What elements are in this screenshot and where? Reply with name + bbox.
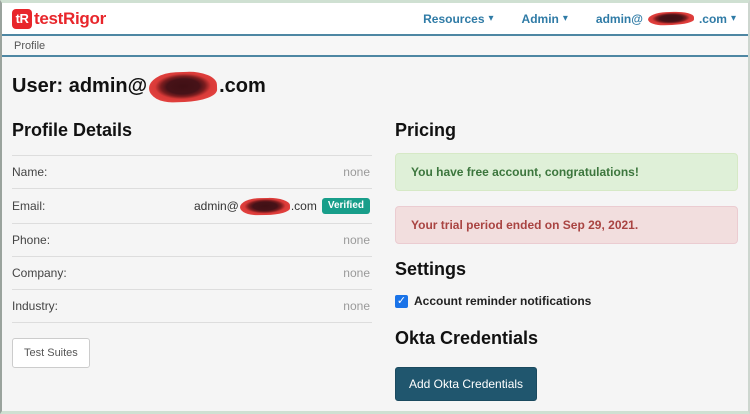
account-reminder-row[interactable]: ✓ Account reminder notifications — [395, 294, 738, 308]
caret-down-icon: ▾ — [488, 12, 494, 24]
table-row-name: Name: none — [12, 155, 372, 188]
caret-down-icon: ▾ — [730, 12, 736, 24]
user-heading-suffix: .com — [219, 75, 266, 97]
table-row-industry: Industry: none — [12, 289, 372, 323]
account-reminder-checkbox[interactable]: ✓ — [395, 294, 408, 308]
testrigor-logo-icon: tR — [12, 8, 32, 29]
add-okta-credentials-button[interactable]: Add Okta Credentials — [395, 367, 538, 401]
name-value: none — [343, 165, 370, 179]
breadcrumb: Profile — [2, 36, 748, 57]
nav-resources-label: Resources — [423, 11, 485, 26]
phone-label: Phone: — [12, 233, 51, 247]
redaction-scribble — [239, 197, 290, 216]
industry-label: Industry: — [12, 299, 59, 313]
top-navbar: tR testRigor Resources ▾ Admin ▾ admin@.… — [2, 3, 748, 36]
nav-admin-menu[interactable]: Admin ▾ — [522, 12, 568, 26]
trial-ended-alert: Your trial period ended on Sep 29, 2021. — [395, 206, 738, 244]
company-label: Company: — [12, 266, 67, 280]
table-row-company: Company: none — [12, 256, 372, 289]
right-column: Pricing You have free account, congratul… — [395, 120, 738, 401]
industry-value: none — [343, 299, 370, 313]
testrigor-logo[interactable]: tR testRigor — [12, 8, 106, 29]
caret-down-icon: ▾ — [562, 12, 568, 24]
page-title: User: admin@ .com — [12, 70, 738, 103]
redaction-scribble — [148, 70, 218, 103]
profile-details-table: Name: none Email: admin@ .com Verified — [12, 155, 372, 323]
user-email-suffix: .com — [698, 11, 727, 26]
name-label: Name: — [12, 165, 48, 179]
phone-value: none — [343, 233, 370, 247]
email-label: Email: — [12, 199, 46, 213]
okta-section: Okta Credentials Add Okta Credentials — [395, 328, 738, 401]
main-content: User: admin@ .com Profile Details Name: n… — [2, 57, 748, 411]
profile-details-section: Profile Details Name: none Email: admin@… — [12, 120, 372, 368]
free-account-alert: You have free account, congratulations! — [395, 153, 738, 191]
settings-section: Settings ✓ Account reminder notification… — [395, 259, 738, 308]
verified-badge: Verified — [321, 198, 370, 214]
redaction-scribble — [647, 11, 695, 26]
testrigor-logo-text: testRigor — [34, 8, 106, 28]
breadcrumb-profile[interactable]: Profile — [14, 39, 46, 52]
account-reminder-label: Account reminder notifications — [414, 294, 592, 308]
settings-title: Settings — [395, 259, 467, 279]
company-value: none — [343, 266, 370, 280]
email-value-prefix: admin@ — [193, 198, 239, 213]
nav-resources-menu[interactable]: Resources ▾ — [423, 12, 493, 26]
email-value-suffix: .com — [290, 198, 317, 213]
okta-credentials-title: Okta Credentials — [395, 328, 539, 348]
navbar-links: Resources ▾ Admin ▾ admin@ .com ▾ — [423, 11, 736, 26]
user-heading-prefix: User: admin@ — [12, 75, 148, 97]
pricing-title: Pricing — [395, 120, 457, 140]
nav-admin-label: Admin — [521, 11, 559, 26]
email-value: admin@ .com Verified — [193, 197, 370, 216]
table-row-phone: Phone: none — [12, 223, 372, 256]
profile-details-title: Profile Details — [12, 120, 133, 140]
nav-user-menu[interactable]: admin@ .com ▾ — [595, 11, 736, 26]
user-email-prefix: admin@ — [595, 11, 643, 26]
test-suites-button[interactable]: Test Suites — [12, 338, 90, 368]
table-row-email: Email: admin@ .com Verified — [12, 188, 372, 223]
